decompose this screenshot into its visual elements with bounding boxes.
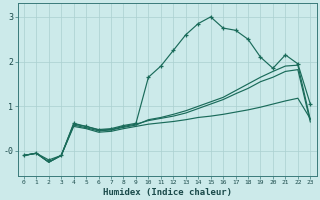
- X-axis label: Humidex (Indice chaleur): Humidex (Indice chaleur): [103, 188, 232, 197]
